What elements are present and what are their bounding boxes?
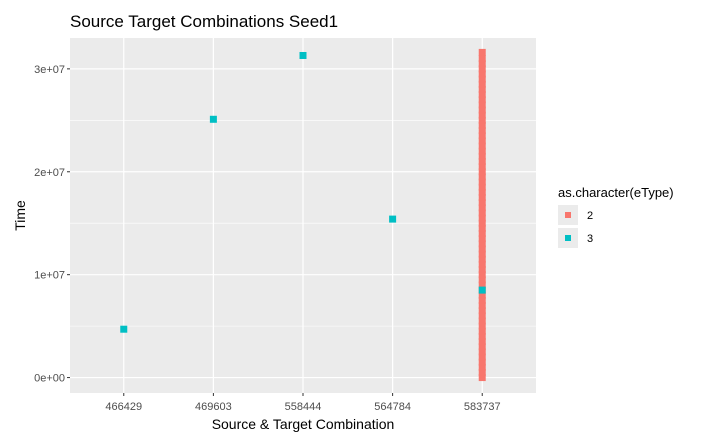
y-tick-label: 3e+07 <box>34 64 65 76</box>
legend-key-swatch <box>565 235 571 241</box>
data-point-etype-2 <box>478 116 486 124</box>
data-point-etype-2 <box>478 338 486 346</box>
data-point-etype-3 <box>120 325 128 333</box>
data-point-etype-2 <box>478 106 486 114</box>
data-point-etype-2 <box>478 317 486 325</box>
data-point-etype-2 <box>478 85 486 93</box>
data-point-etype-2 <box>478 240 486 248</box>
data-point-etype-2 <box>478 260 486 268</box>
data-point-etype-2 <box>478 271 486 279</box>
data-point-etype-2 <box>478 157 486 165</box>
data-point-etype-2 <box>478 101 486 109</box>
data-point-etype-3 <box>478 286 486 294</box>
data-point-etype-2 <box>478 291 486 299</box>
data-point-etype-2 <box>478 91 486 99</box>
data-point-etype-2 <box>478 70 486 78</box>
data-point-etype-2 <box>478 75 486 83</box>
data-point-etype-2 <box>478 121 486 129</box>
data-point-etype-2 <box>478 147 486 155</box>
x-tick-label: 564784 <box>374 401 411 413</box>
x-tick-label: 469603 <box>195 401 232 413</box>
data-point-etype-2 <box>478 332 486 340</box>
data-point-etype-2 <box>478 168 486 176</box>
data-point-etype-2 <box>478 214 486 222</box>
legend: as.character(eType) 23 <box>558 185 674 248</box>
data-point-etype-2 <box>478 132 486 140</box>
legend-title: as.character(eType) <box>558 185 674 200</box>
data-point-etype-2 <box>478 178 486 186</box>
data-point-etype-3 <box>299 51 307 59</box>
data-point-etype-2 <box>478 245 486 253</box>
data-point-etype-2 <box>478 374 486 382</box>
data-point-etype-2 <box>478 193 486 201</box>
data-point-etype-2 <box>478 199 486 207</box>
data-point-etype-2 <box>478 163 486 171</box>
data-point-etype-2 <box>478 152 486 160</box>
x-axis-title: Source & Target Combination <box>212 416 395 432</box>
data-point-etype-2 <box>478 209 486 217</box>
data-point-etype-2 <box>478 250 486 258</box>
x-tick-label: 558444 <box>285 401 322 413</box>
data-point-etype-2 <box>478 111 486 119</box>
legend-entry-label: 3 <box>587 233 593 245</box>
data-point-etype-2 <box>478 255 486 263</box>
data-point-etype-2 <box>478 127 486 135</box>
data-point-etype-2 <box>478 322 486 330</box>
data-point-etype-2 <box>478 312 486 320</box>
data-point-etype-2 <box>478 183 486 191</box>
data-point-etype-2 <box>478 48 486 56</box>
data-point-etype-2 <box>478 296 486 304</box>
data-point-etype-2 <box>478 142 486 150</box>
data-point-etype-2 <box>478 276 486 284</box>
y-tick-label: 2e+07 <box>34 167 65 179</box>
data-point-etype-2 <box>478 224 486 232</box>
data-point-etype-2 <box>478 307 486 315</box>
data-point-etype-2 <box>478 230 486 238</box>
data-point-etype-2 <box>478 60 486 68</box>
legend-key-swatch <box>565 212 571 218</box>
data-marks <box>120 48 486 382</box>
data-point-etype-2 <box>478 137 486 145</box>
legend-entries: 23 <box>558 205 593 248</box>
data-point-etype-2 <box>478 363 486 371</box>
data-point-etype-2 <box>478 353 486 361</box>
data-point-etype-2 <box>478 80 486 88</box>
axis-ticks: 0e+00 1e+07 2e+07 3e+07 <box>34 64 483 396</box>
data-point-etype-3 <box>209 115 217 123</box>
x-tick-label: 466429 <box>105 401 142 413</box>
data-point-etype-2 <box>478 219 486 227</box>
x-tick-label: 583737 <box>464 401 501 413</box>
data-point-etype-2 <box>478 204 486 212</box>
data-point-etype-2 <box>478 281 486 289</box>
data-point-etype-2 <box>478 358 486 366</box>
data-point-etype-3 <box>389 215 397 223</box>
y-tick-label: 0e+00 <box>34 373 65 385</box>
y-axis-title: Time <box>12 200 28 231</box>
chart-title: Source Target Combinations Seed1 <box>70 12 338 31</box>
y-tick-label: 1e+07 <box>34 270 65 282</box>
legend-entry-label: 2 <box>587 210 593 222</box>
data-point-etype-2 <box>478 302 486 310</box>
data-point-etype-2 <box>478 235 486 243</box>
data-point-etype-2 <box>478 343 486 351</box>
data-point-etype-2 <box>478 266 486 274</box>
data-point-etype-2 <box>478 55 486 63</box>
data-point-etype-2 <box>478 96 486 104</box>
data-point-etype-2 <box>478 188 486 196</box>
data-point-etype-2 <box>478 368 486 376</box>
data-point-etype-2 <box>478 173 486 181</box>
data-point-etype-2 <box>478 327 486 335</box>
data-point-etype-2 <box>478 348 486 356</box>
data-point-etype-2 <box>478 65 486 73</box>
